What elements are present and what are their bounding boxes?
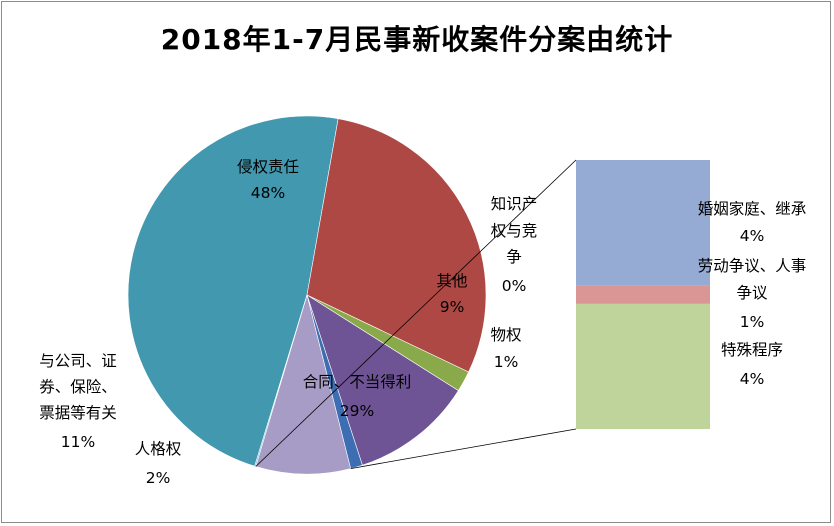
pie-slices xyxy=(127,115,487,475)
slice-percent-label-3: 11% xyxy=(61,433,95,451)
slice-name-label-0: 侵权责任 xyxy=(237,158,299,176)
slice-name-label-3-1: 券、保险、 xyxy=(39,378,117,396)
bar-segment-2 xyxy=(576,303,710,429)
connector-lines xyxy=(255,159,577,469)
slice-name-label-6-2: 争 xyxy=(506,248,522,266)
pie-slice-3 xyxy=(306,294,459,466)
slice-name-label-6-1: 权与竞 xyxy=(491,222,538,240)
bar-name-label-1-0: 劳动争议、人事 xyxy=(698,257,807,275)
connector-line-bottom xyxy=(350,428,577,469)
slice-name-label-1: 合同、不当得利 xyxy=(303,373,412,391)
slice-name-label-4: 物权 xyxy=(490,326,521,344)
bar-segment-1 xyxy=(576,285,710,304)
pie-slice-1 xyxy=(306,118,487,373)
data-labels: 侵权责任 48% 合同、不当得利 29% 人格权 2% 与公司、证券、保险、票据等有关 11%… xyxy=(39,158,806,487)
slice-percent-label-4: 1% xyxy=(494,353,519,371)
bar-percent-label-2: 4% xyxy=(740,370,765,388)
breakdown-bar xyxy=(576,160,710,429)
slice-name-label-3-2: 票据等有关 xyxy=(39,404,117,422)
bar-percent-label-1: 1% xyxy=(740,313,765,331)
slice-name-label-6-0: 知识产 xyxy=(491,195,538,213)
slice-percent-label-1: 29% xyxy=(340,402,374,420)
pie-slice-5 xyxy=(255,293,351,475)
slice-percent-label-0: 48% xyxy=(251,184,285,202)
pie-slice-6 xyxy=(254,294,308,467)
pie-slice-0 xyxy=(127,115,339,467)
slice-name-label-2: 人格权 xyxy=(135,440,182,458)
bar-name-label-1-1: 争议 xyxy=(736,284,768,302)
chart-title: 2018年1-7月民事新收案件分案由统计 xyxy=(160,23,674,56)
slice-percent-label-6: 0% xyxy=(502,277,527,295)
slice-percent-label-2: 2% xyxy=(146,469,171,487)
bar-name-label-2: 特殊程序 xyxy=(721,341,783,359)
slice-name-label-5: 其他 xyxy=(436,272,467,290)
bar-percent-label-0: 4% xyxy=(740,227,765,245)
bar-segment-0 xyxy=(576,160,710,286)
bar-name-label-0: 婚姻家庭、继承 xyxy=(698,200,807,218)
slice-name-label-3-0: 与公司、证 xyxy=(39,352,117,370)
connector-line-top xyxy=(255,159,577,467)
slice-percent-label-5: 9% xyxy=(440,298,465,316)
